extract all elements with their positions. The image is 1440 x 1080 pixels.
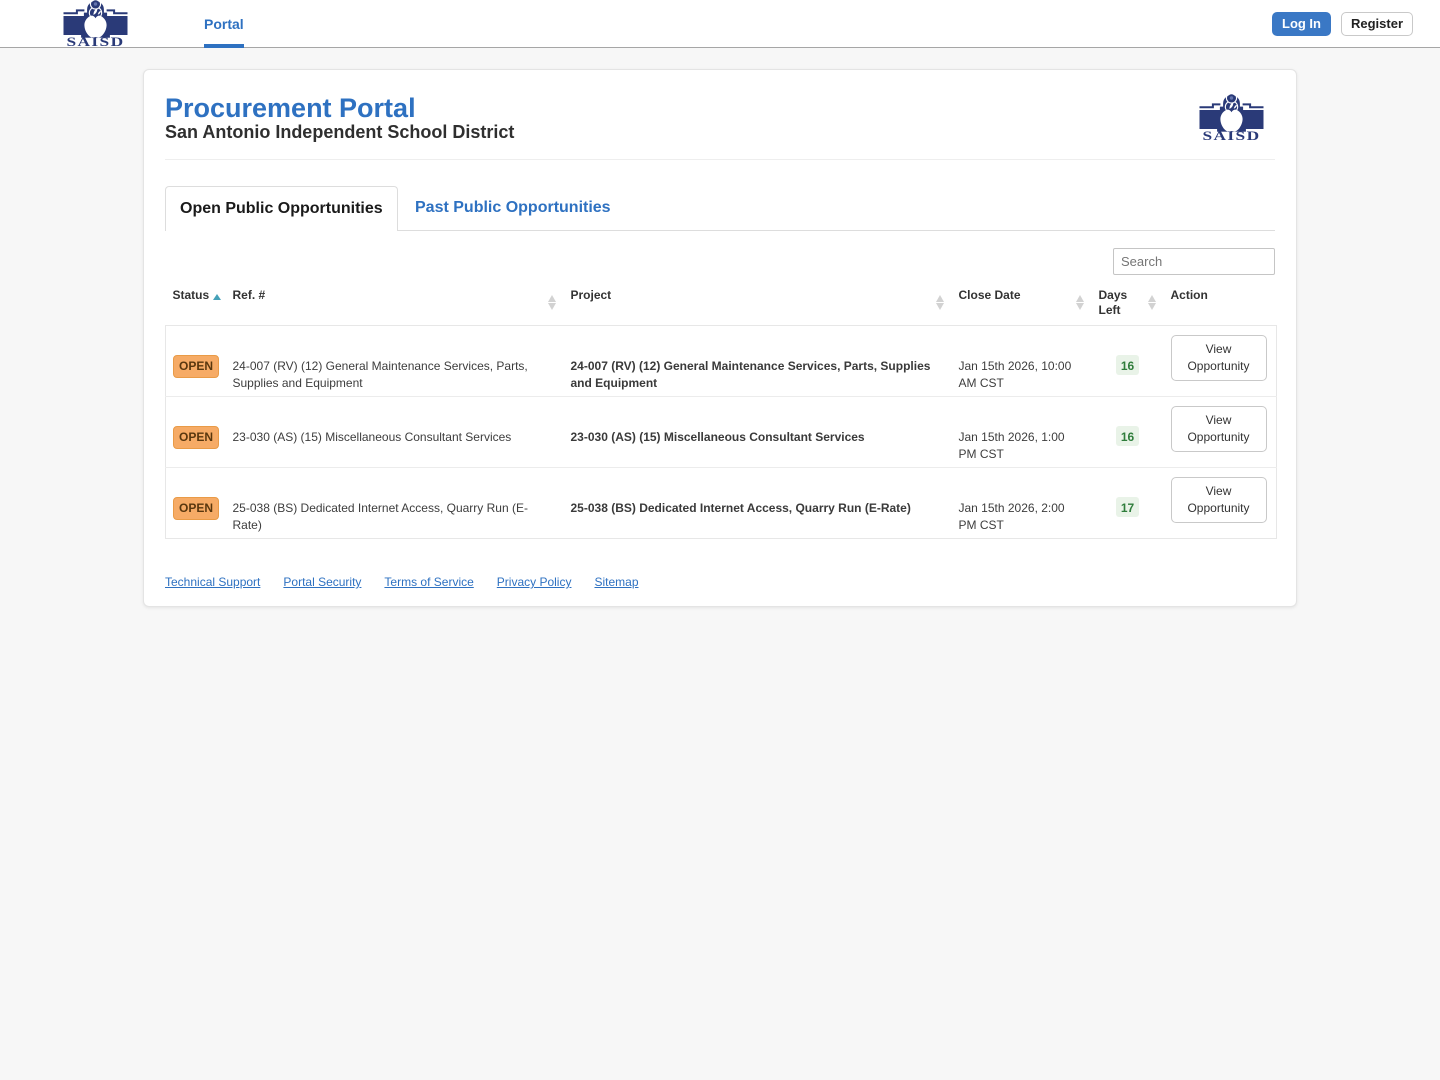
svg-text:SAISD: SAISD — [1203, 129, 1261, 141]
svg-text:SAISD: SAISD — [67, 35, 125, 47]
